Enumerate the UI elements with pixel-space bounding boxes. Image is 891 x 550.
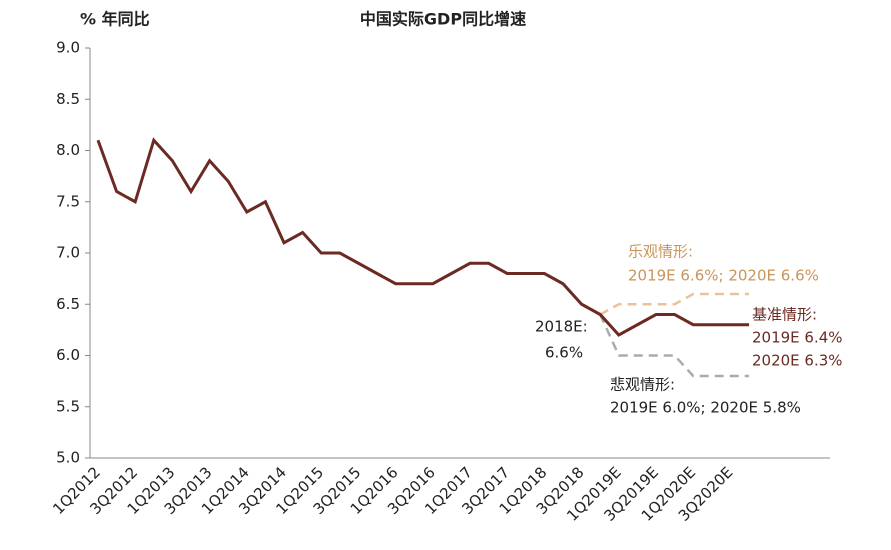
- annotation: 2019E 6.0%; 2020E 5.8%: [610, 399, 801, 417]
- y-tick-label: 5.5: [56, 397, 80, 415]
- series-line: [96, 137, 749, 337]
- y-tick-label: 5.0: [56, 449, 80, 467]
- annotation: 6.6%: [545, 344, 583, 362]
- annotation: 2019E 6.6%; 2020E 6.6%: [628, 267, 819, 285]
- y-tick-label: 7.0: [56, 244, 80, 262]
- annotation: 悲观情形:: [610, 376, 675, 394]
- annotation: 基准情形:: [752, 306, 817, 324]
- y-tick-label: 7.5: [56, 192, 80, 210]
- annotation: 2018E:: [535, 318, 588, 336]
- series-line: [599, 313, 749, 378]
- annotation: 2020E 6.3%: [752, 352, 843, 370]
- y-tick-label: 6.5: [56, 295, 80, 313]
- series-line: [599, 292, 749, 316]
- y-tick-label: 8.0: [56, 141, 80, 159]
- y-axis-label: % 年同比: [80, 10, 150, 29]
- y-tick-label: 9.0: [56, 39, 80, 57]
- y-tick-label: 8.5: [56, 90, 80, 108]
- annotation: 乐观情形:: [628, 243, 693, 261]
- chart-title: 中国实际GDP同比增速: [360, 10, 526, 29]
- annotation: 2019E 6.4%: [752, 329, 843, 347]
- y-tick-label: 6.0: [56, 346, 80, 364]
